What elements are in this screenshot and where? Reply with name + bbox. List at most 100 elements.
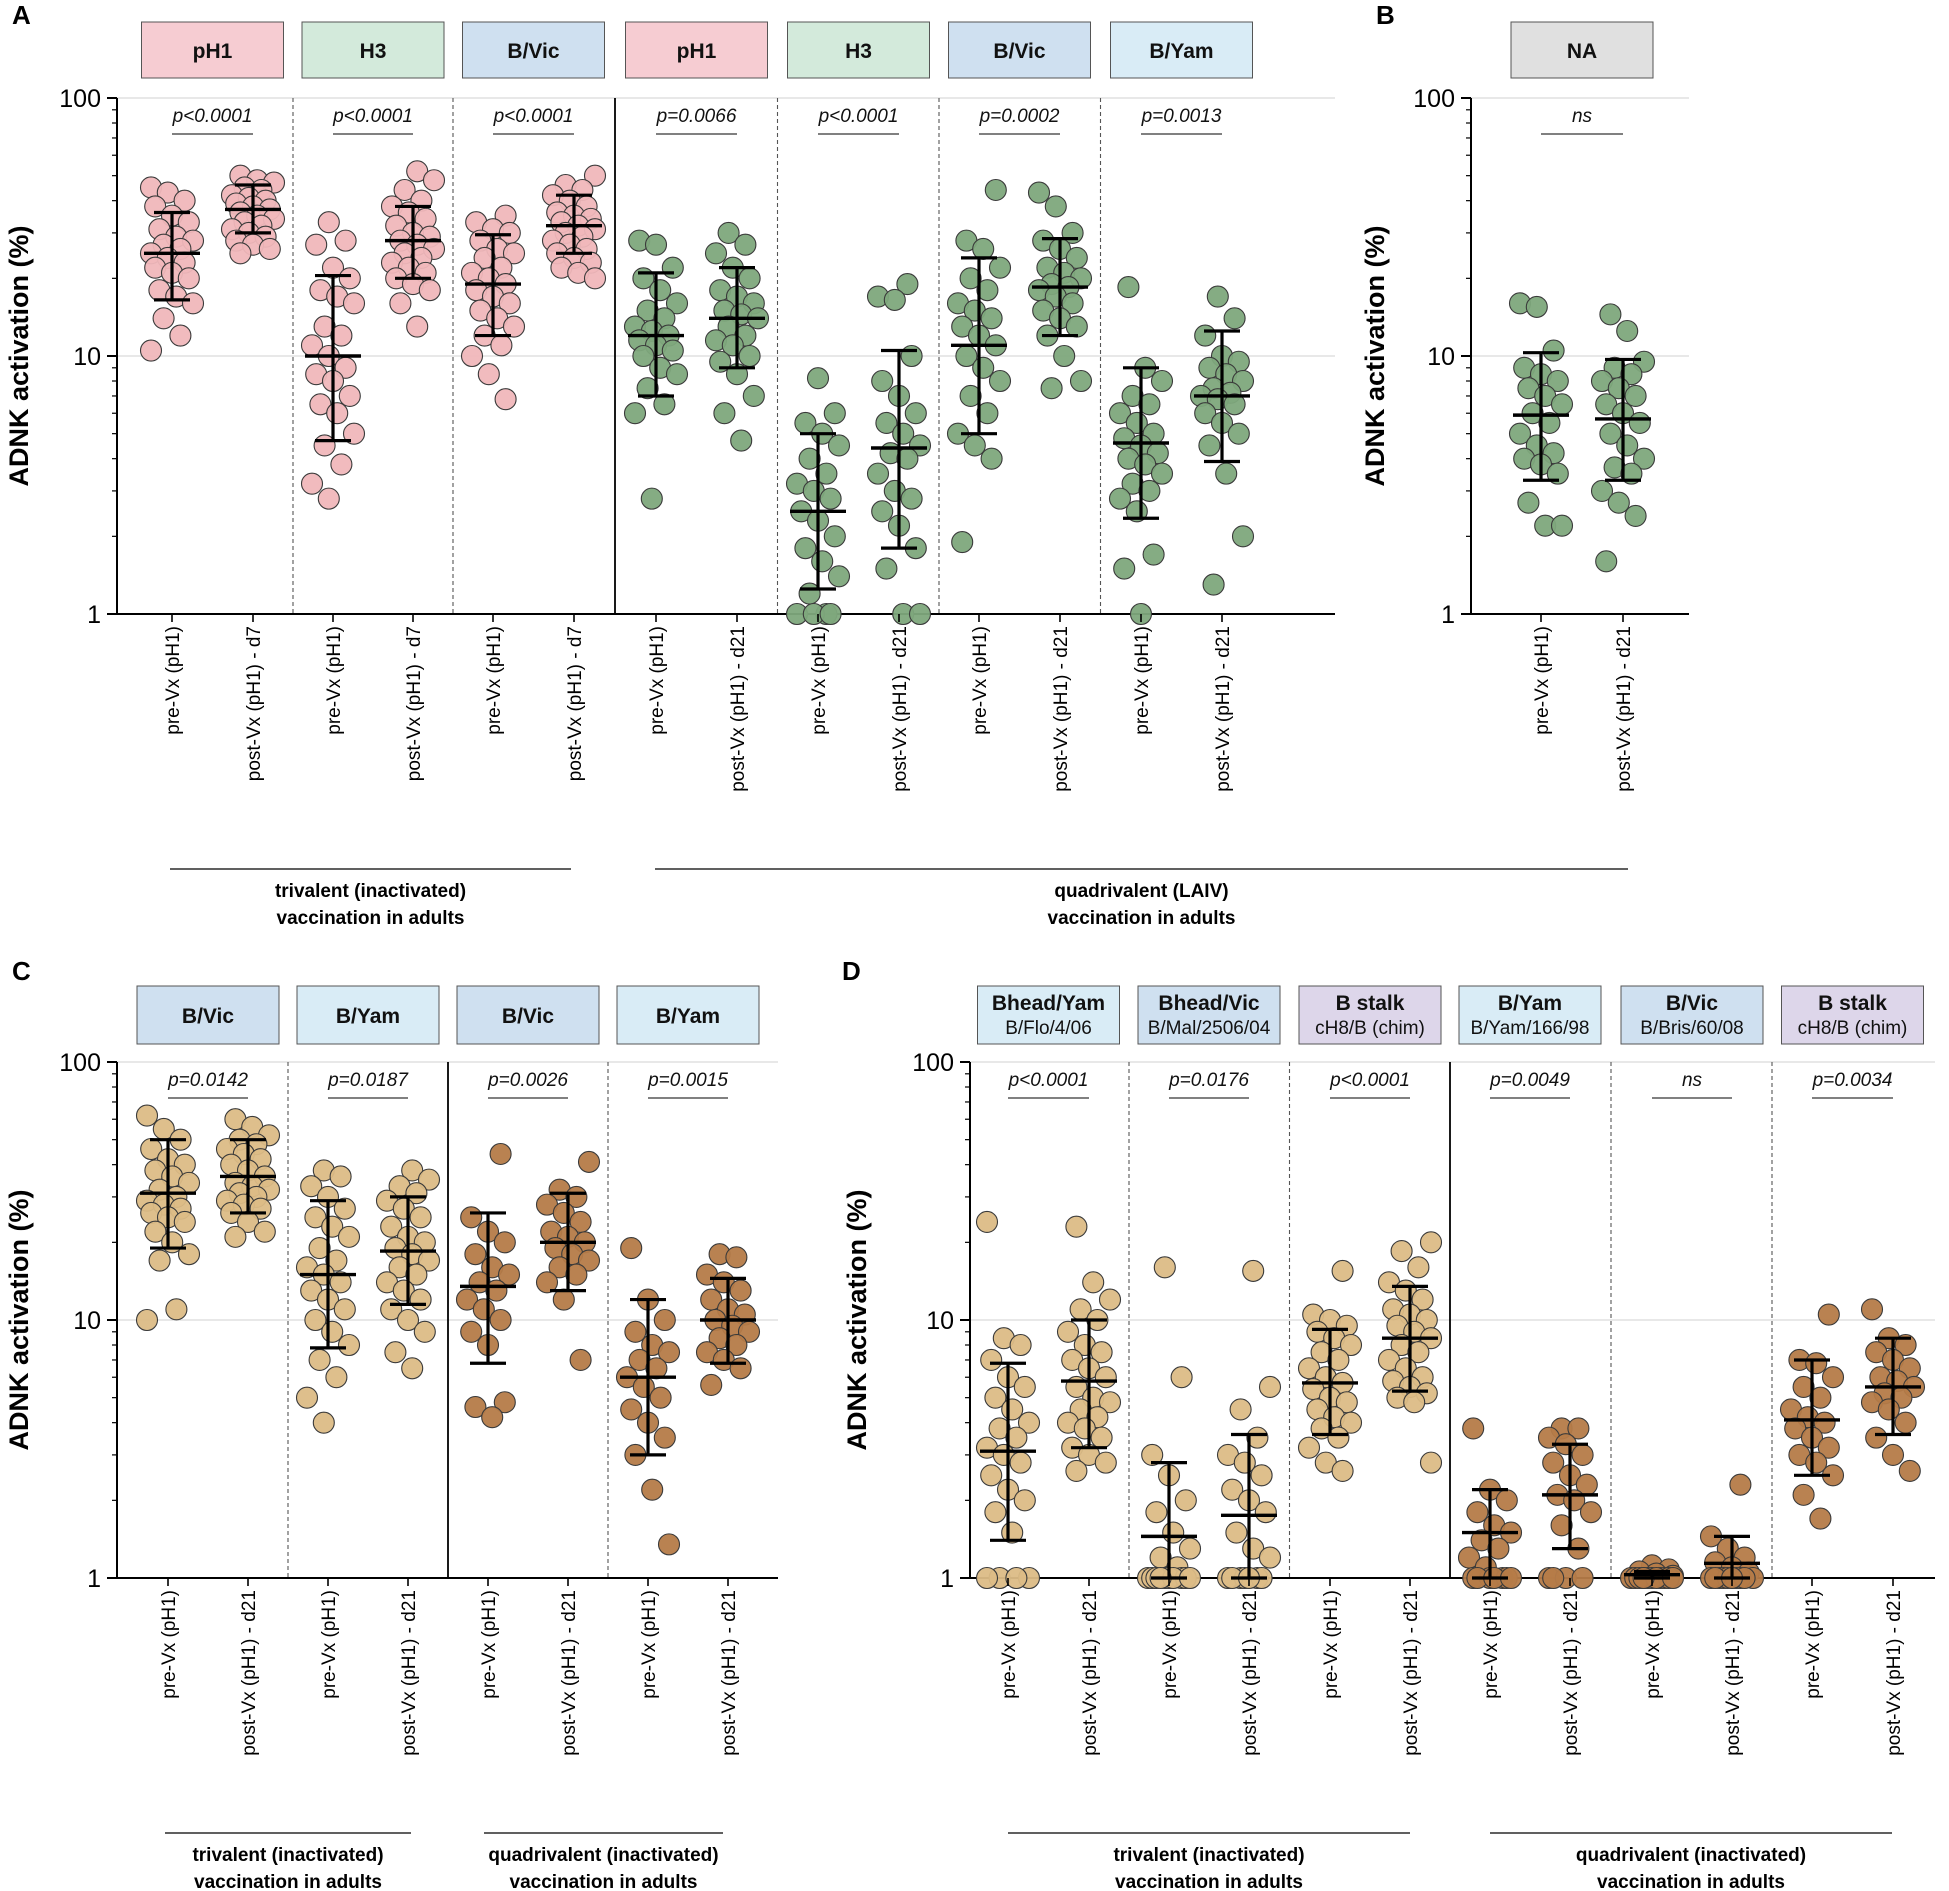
antigen-header-box [301, 21, 445, 79]
data-point [1508, 422, 1532, 445]
p-value: p<0.0001 [172, 106, 253, 127]
data-point [337, 1333, 361, 1357]
antigen-header-box [1137, 985, 1281, 1045]
data-point [620, 1398, 643, 1421]
data-point [1027, 181, 1051, 204]
data-point [1065, 1215, 1088, 1238]
data-point [135, 1308, 159, 1332]
data-point [904, 402, 927, 425]
data-point [330, 453, 353, 476]
series-3 [380, 160, 446, 338]
series-10 [1779, 1303, 1845, 1530]
series-0 [135, 1104, 201, 1332]
antigen-header-label: B/Vic [502, 1005, 554, 1028]
data-point [636, 377, 659, 400]
x-tick-label: pre-Vx (pH1) [1321, 1590, 1342, 1699]
data-point [1297, 1436, 1321, 1459]
data-point [1595, 550, 1618, 573]
data-point [258, 237, 281, 260]
data-point [1001, 1398, 1024, 1421]
series-12 [1108, 276, 1174, 626]
data-point [975, 1566, 999, 1590]
data-point [1546, 369, 1569, 393]
data-point [900, 487, 923, 510]
data-point [413, 1320, 436, 1343]
data-point [1821, 1366, 1845, 1389]
x-tick-label: pre-Vx (pH1) [970, 626, 991, 735]
p-value: p=0.0026 [487, 1070, 568, 1091]
data-point [988, 256, 1012, 279]
vaccination-group-label: trivalent (inactivated) [275, 881, 466, 902]
x-tick-label: pre-Vx (pH1) [1160, 1590, 1181, 1699]
data-point [665, 292, 689, 315]
y-tick-label: 10 [73, 343, 101, 371]
data-point [1258, 1375, 1282, 1399]
data-point [624, 1320, 647, 1343]
data-point [317, 211, 340, 234]
data-point [1571, 1443, 1594, 1466]
data-point [494, 388, 517, 411]
data-point [984, 178, 1007, 202]
data-point [1487, 1537, 1510, 1560]
panel-letter-c: C [12, 956, 31, 986]
data-point [1403, 1391, 1426, 1414]
data-point [640, 487, 663, 510]
vaccination-group-label: quadrivalent (LAIV) [1054, 881, 1228, 902]
data-point [742, 384, 765, 408]
data-point [871, 500, 894, 523]
data-point [502, 242, 526, 265]
data-point [632, 344, 655, 368]
data-point [1590, 479, 1614, 502]
data-point [972, 237, 995, 260]
p-value: p=0.0013 [1141, 106, 1222, 127]
antigen-header-box [462, 21, 605, 79]
antigen-header-box [948, 21, 1091, 79]
data-point [641, 1478, 664, 1501]
data-point [653, 1426, 676, 1449]
data-point [1567, 1417, 1590, 1440]
p-value: p=0.0049 [1489, 1070, 1570, 1091]
series-3 [375, 1159, 441, 1380]
data-point [1174, 1489, 1197, 1512]
data-point [1225, 1521, 1248, 1544]
data-point [1542, 1566, 1565, 1590]
data-point [337, 1225, 361, 1248]
panel-d: D 1 10 100 ADNK activation (%) Bhead/Yam B/Flo… [842, 956, 1935, 1891]
data-point [665, 363, 689, 386]
data-point [984, 1501, 1007, 1524]
data-point [342, 422, 366, 445]
data-point [1258, 1546, 1282, 1569]
x-tick-label: post-Vx (pH1) - d21 [399, 1590, 420, 1756]
antigen-header-box [616, 985, 760, 1045]
data-point [312, 1411, 335, 1434]
data-point [738, 344, 761, 368]
data-point [1817, 1303, 1840, 1326]
data-point [333, 1197, 356, 1220]
data-point [1538, 411, 1561, 435]
data-point [1860, 1298, 1884, 1321]
antigen-header-box [787, 21, 930, 79]
data-point [304, 1308, 327, 1332]
data-point [704, 242, 728, 265]
antigen-header-box [1510, 21, 1654, 79]
data-point [389, 292, 412, 315]
antigen-header-label: B/Yam [1149, 40, 1213, 63]
data-point [460, 344, 484, 368]
data-point [464, 1395, 487, 1419]
data-point [1150, 462, 1174, 485]
data-point [1090, 1426, 1113, 1449]
antigen-header-label: B/Vic [507, 40, 559, 63]
antigen-header-label: B/Vic [182, 1005, 234, 1028]
x-tick-label: post-Vx (pH1) - d21 [1723, 1590, 1744, 1756]
vaccination-group-label: vaccination in adults [1048, 908, 1236, 929]
series-6 [1457, 1417, 1523, 1590]
data-point [422, 169, 446, 192]
antigen-header-label: H3 [845, 40, 872, 63]
data-point [1170, 1366, 1193, 1389]
series-9 [1699, 1473, 1765, 1590]
series-5 [541, 164, 607, 290]
data-point [1013, 1489, 1036, 1512]
series-8 [1619, 1554, 1685, 1590]
data-point [489, 1142, 512, 1166]
